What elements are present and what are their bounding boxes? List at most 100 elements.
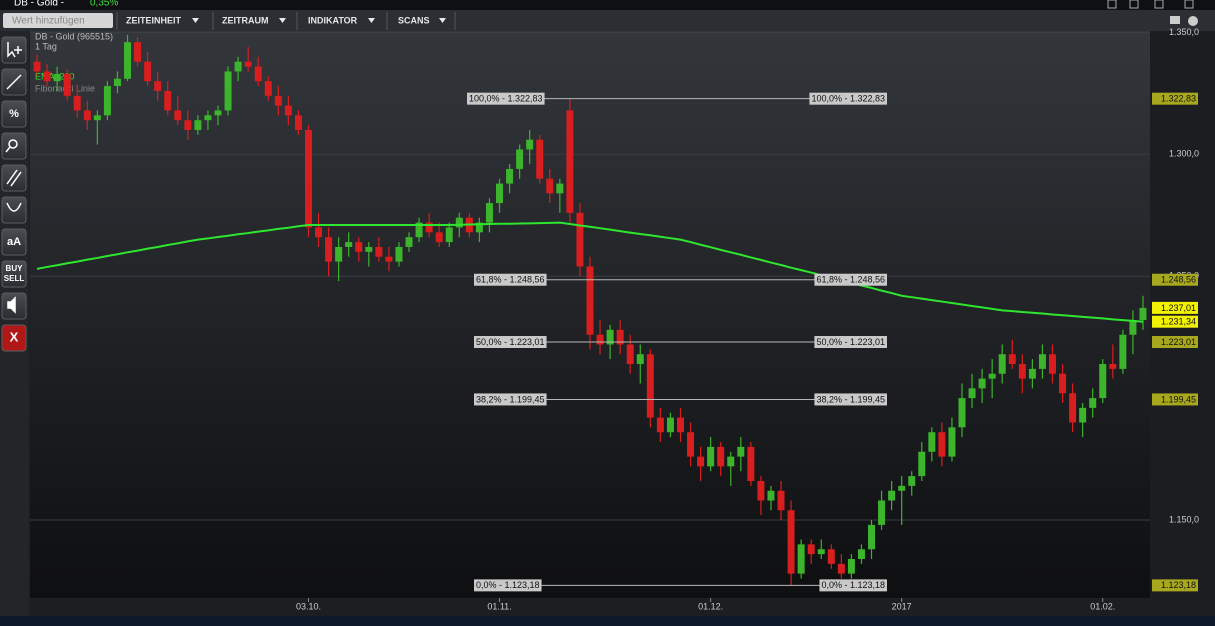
candle-body	[365, 246, 373, 252]
candle-body	[636, 354, 644, 364]
candle-body	[194, 120, 202, 130]
button-label: SELL	[4, 274, 25, 283]
text-button[interactable]	[1, 228, 27, 256]
fibonacci-label: 38,2% - 1.199,45	[816, 394, 885, 404]
candle-body	[164, 90, 172, 111]
candle-body	[83, 110, 91, 121]
candle-body	[475, 222, 483, 233]
candle-body	[817, 549, 825, 555]
menu-button[interactable]: SCANS	[398, 15, 430, 25]
zoom-icon	[8, 139, 18, 149]
candle-body	[656, 417, 664, 433]
candle-body	[174, 110, 182, 121]
candle-body	[586, 266, 594, 335]
candle-body	[837, 563, 845, 574]
button-label: aA	[7, 236, 21, 248]
candle-body	[214, 110, 222, 116]
candle-body	[546, 178, 554, 194]
line-icon	[6, 74, 22, 90]
price-axis	[1150, 31, 1215, 598]
folder-icon[interactable]	[1170, 16, 1180, 24]
window-icon[interactable]	[1184, 0, 1194, 9]
cloud-icon[interactable]	[1188, 16, 1198, 26]
menu-button[interactable]: INDIKATOR	[308, 15, 358, 25]
fibonacci-label-bg	[814, 393, 887, 406]
window-icon[interactable]	[1129, 0, 1139, 9]
channel-button[interactable]	[1, 164, 27, 192]
candle-body	[556, 183, 564, 194]
delete-button[interactable]	[1, 324, 27, 352]
candle-body	[646, 354, 654, 418]
candle-body	[576, 212, 584, 267]
candle-body	[928, 432, 936, 452]
candle-body	[666, 417, 674, 433]
price-tag-bg	[1152, 301, 1198, 314]
menu-button[interactable]: ZEITRAUM	[222, 15, 269, 25]
candle-body	[938, 432, 946, 457]
header-bar	[0, 0, 1215, 10]
candle-body	[395, 246, 403, 262]
window-icon[interactable]	[1107, 0, 1117, 9]
toolbar-menus: ZEITEINHEIT ZEITRAUM INDIKATOR SCANS	[116, 0, 1198, 30]
candle-body	[435, 232, 443, 243]
x-tick-label: 01.11.	[487, 601, 511, 611]
candle-body	[345, 242, 353, 247]
candle-body	[33, 61, 41, 72]
candle-body	[264, 81, 272, 96]
candle-body	[898, 485, 906, 491]
candle-body	[335, 246, 343, 262]
candle-body	[375, 246, 383, 257]
search-box[interactable]	[3, 13, 113, 28]
candle-body	[1119, 334, 1127, 369]
y-tick-label: 1.150,0	[1169, 514, 1199, 524]
candle-body	[747, 446, 755, 481]
header-title: DB - Gold -	[14, 0, 64, 9]
zoom-button[interactable]	[1, 132, 27, 160]
candle-body	[294, 115, 302, 130]
candle-body	[244, 61, 252, 67]
menu-button[interactable]: ZEITEINHEIT	[126, 15, 182, 25]
candle-body	[1069, 393, 1077, 423]
window-icon[interactable]	[1154, 0, 1164, 9]
candle-body	[154, 81, 162, 91]
candle-body	[274, 95, 282, 106]
arc-button[interactable]	[1, 196, 27, 224]
candle-body	[626, 344, 634, 364]
candle-body	[455, 217, 463, 228]
channel-icon	[6, 169, 22, 187]
chart-title: DB - Gold (965515)	[35, 31, 113, 41]
button-label: BUY	[6, 264, 24, 273]
candle-body	[807, 544, 815, 555]
candle-body	[857, 549, 865, 559]
fibonacci-label-bg	[474, 579, 542, 592]
buy-sell-button[interactable]	[1, 260, 27, 288]
candle-body	[868, 524, 876, 550]
candle-body	[847, 558, 855, 574]
candle-body	[606, 329, 614, 345]
fibonacci-label: 0,0% - 1.123,18	[821, 580, 885, 590]
fibonacci-label: 100,0% - 1.322,83	[811, 94, 885, 104]
fibonacci-label: 61,8% - 1.248,56	[476, 275, 545, 285]
candle-body	[385, 256, 393, 262]
candle-body	[304, 129, 312, 228]
candle-body	[978, 378, 986, 389]
candle-body	[1099, 363, 1107, 399]
fibonacci-label: 50,0% - 1.223,01	[816, 337, 885, 347]
candle-body	[1089, 398, 1097, 408]
button-label: X	[10, 329, 19, 344]
candle-body	[254, 66, 262, 82]
candle-body	[757, 480, 765, 501]
marks	[33, 34, 1147, 586]
candle-body	[134, 42, 142, 62]
fibonacci-price-tag: 1.199,45	[1161, 394, 1196, 404]
price-tag: 1.237,01	[1161, 303, 1196, 313]
candle-body	[496, 183, 504, 204]
labels: 1.350,01.300,01.250,01.150,003.10.01.11.…	[296, 27, 1199, 612]
percent-button[interactable]	[1, 100, 27, 128]
candle-body	[727, 456, 735, 467]
arc-icon	[6, 202, 22, 212]
fibonacci-label: 50,0% - 1.223,01	[476, 337, 545, 347]
candle-body	[63, 73, 71, 96]
candle-body	[676, 417, 684, 433]
x-tick-label: 01.02.	[1090, 601, 1115, 611]
